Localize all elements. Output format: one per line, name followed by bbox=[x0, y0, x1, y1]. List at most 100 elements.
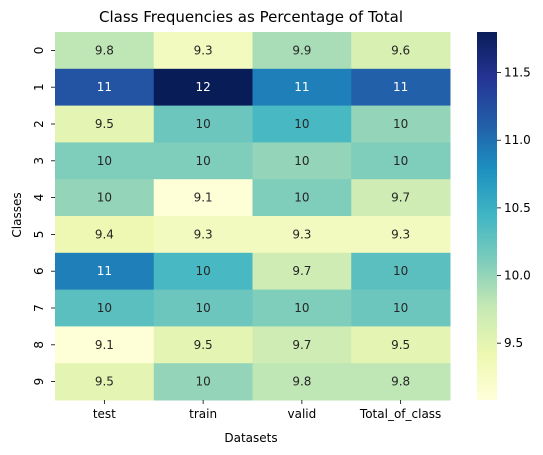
heatmap-cell bbox=[55, 326, 155, 364]
heatmap-cell bbox=[153, 289, 253, 327]
x-tick-label: Total_of_class bbox=[359, 407, 441, 421]
x-tick-label: valid bbox=[288, 407, 317, 421]
cell-value-label: 11 bbox=[294, 80, 309, 94]
heatmap-cell bbox=[55, 216, 155, 254]
heatmap-cell bbox=[55, 363, 155, 401]
y-tick-label: 9 bbox=[32, 378, 46, 386]
heatmap-cell bbox=[153, 68, 253, 107]
colorbar-tick-label: 11.5 bbox=[504, 66, 531, 80]
heatmap-cell bbox=[153, 363, 253, 401]
y-tick-label: 3 bbox=[32, 157, 46, 165]
heatmap-cell bbox=[351, 105, 451, 143]
heatmap-cell bbox=[351, 179, 451, 217]
heatmap-cell bbox=[153, 32, 253, 70]
cell-value-label: 9.1 bbox=[95, 338, 114, 352]
cell-value-label: 10 bbox=[393, 154, 408, 168]
cell-value-label: 10 bbox=[294, 301, 309, 315]
colorbar: 9.5 10.0 10.5 11.0 11.5 bbox=[477, 32, 531, 400]
cell-value-label: 9.8 bbox=[391, 375, 410, 389]
colorbar-gradient bbox=[477, 32, 497, 400]
cell-value-label: 10 bbox=[97, 301, 112, 315]
cell-value-label: 9.3 bbox=[292, 227, 311, 241]
cell-value-label: 9.1 bbox=[194, 191, 213, 205]
x-tick-label: test bbox=[93, 407, 116, 421]
cell-value-label: 9.5 bbox=[194, 338, 213, 352]
y-tick-label: 2 bbox=[32, 120, 46, 128]
cell-value-label: 9.5 bbox=[95, 117, 114, 131]
heatmap-cell bbox=[55, 142, 155, 180]
colorbar-tick-label: 10.0 bbox=[504, 269, 531, 283]
heatmap-cell bbox=[153, 105, 253, 143]
cell-value-label: 9.3 bbox=[391, 227, 410, 241]
heatmap-cell bbox=[252, 289, 352, 327]
y-tick-label: 5 bbox=[32, 231, 46, 239]
heatmap-cell bbox=[55, 252, 155, 291]
x-ticks: test train valid Total_of_class bbox=[93, 400, 441, 421]
heatmap-cell bbox=[153, 142, 253, 180]
heatmap-cell bbox=[55, 179, 155, 217]
colorbar-tick-label: 9.5 bbox=[504, 336, 523, 350]
cell-value-label: 11 bbox=[97, 264, 112, 278]
cell-value-label: 9.7 bbox=[391, 191, 410, 205]
colorbar-tick-label: 10.5 bbox=[504, 201, 531, 215]
heatmap-cell bbox=[252, 105, 352, 143]
cell-value-label: 9.9 bbox=[292, 43, 311, 57]
cell-value-label: 10 bbox=[393, 117, 408, 131]
colorbar-tick-label: 11.0 bbox=[504, 133, 531, 147]
heatmap-cell bbox=[252, 363, 352, 401]
heatmap-cell bbox=[55, 289, 155, 327]
x-axis-label: Datasets bbox=[224, 431, 277, 445]
heatmap-cell bbox=[351, 252, 451, 291]
y-axis-label: Classes bbox=[10, 192, 24, 237]
cell-value-label: 9.5 bbox=[95, 375, 114, 389]
y-tick-label: 0 bbox=[32, 47, 46, 55]
y-ticks: 0 1 2 3 4 5 6 7 8 9 bbox=[32, 47, 55, 386]
heatmap-cell bbox=[252, 32, 352, 70]
cell-value-label: 11 bbox=[393, 80, 408, 94]
cell-value-label: 11 bbox=[97, 80, 112, 94]
heatmap-cell bbox=[351, 289, 451, 327]
y-tick-label: 8 bbox=[32, 341, 46, 349]
heatmap-cell bbox=[252, 68, 352, 107]
cell-value-label: 10 bbox=[97, 154, 112, 168]
heatmap-cell bbox=[252, 326, 352, 364]
cell-value-label: 10 bbox=[393, 301, 408, 315]
y-tick-label: 6 bbox=[32, 267, 46, 275]
cell-value-label: 10 bbox=[195, 375, 210, 389]
heatmap-cells: 9.8 9.3 9.9 9.6 11 12 11 11 9.5 10 10 10 10 10 10 10 10 9… bbox=[55, 32, 451, 401]
cell-value-label: 10 bbox=[294, 117, 309, 131]
cell-value-label: 9.6 bbox=[391, 43, 410, 57]
heatmap-cell bbox=[252, 179, 352, 217]
cell-value-label: 10 bbox=[294, 191, 309, 205]
cell-value-label: 9.3 bbox=[194, 43, 213, 57]
cell-value-label: 9.8 bbox=[292, 375, 311, 389]
cell-value-label: 10 bbox=[393, 264, 408, 278]
heatmap-cell bbox=[252, 142, 352, 180]
cell-value-label: 10 bbox=[195, 117, 210, 131]
cell-value-label: 9.4 bbox=[95, 227, 114, 241]
heatmap-cell bbox=[351, 32, 451, 70]
cell-value-label: 9.5 bbox=[391, 338, 410, 352]
heatmap-cell bbox=[351, 68, 451, 107]
cell-value-label: 10 bbox=[294, 154, 309, 168]
cell-value-label: 10 bbox=[195, 264, 210, 278]
y-tick-label: 7 bbox=[32, 304, 46, 312]
y-tick-label: 4 bbox=[32, 194, 46, 202]
heatmap-cell bbox=[351, 363, 451, 401]
heatmap-cell bbox=[252, 252, 352, 291]
cell-value-label: 9.3 bbox=[194, 227, 213, 241]
cell-value-label: 10 bbox=[97, 191, 112, 205]
heatmap-cell bbox=[351, 142, 451, 180]
heatmap-cell bbox=[252, 216, 352, 254]
heatmap-cell bbox=[55, 105, 155, 143]
cell-value-label: 9.7 bbox=[292, 338, 311, 352]
heatmap-cell bbox=[351, 216, 451, 254]
cell-value-label: 10 bbox=[195, 301, 210, 315]
heatmap-cell bbox=[153, 216, 253, 254]
heatmap-cell bbox=[153, 252, 253, 291]
heatmap-cell bbox=[55, 68, 155, 107]
cell-value-label: 10 bbox=[195, 154, 210, 168]
cell-value-label: 12 bbox=[195, 80, 210, 94]
heatmap-cell bbox=[351, 326, 451, 364]
